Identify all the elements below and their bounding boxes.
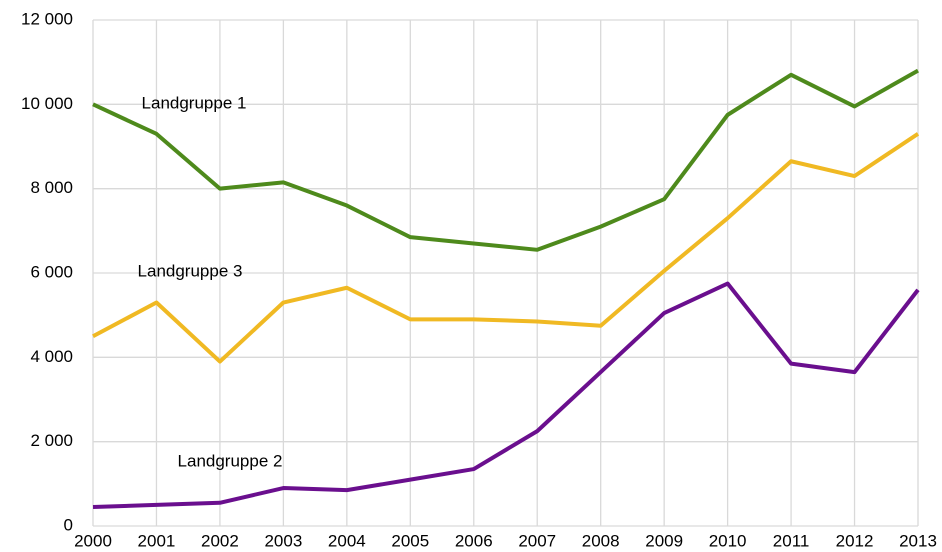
series-label: Landgruppe 3	[138, 261, 243, 280]
y-tick-label: 2 000	[30, 431, 73, 450]
y-tick-label: 6 000	[30, 262, 73, 281]
series-label: Landgruppe 1	[142, 93, 247, 112]
y-tick-label: 8 000	[30, 178, 73, 197]
x-tick-label: 2003	[264, 531, 302, 550]
x-tick-label: 2007	[518, 531, 556, 550]
series-line	[92, 281, 920, 510]
x-tick-label: 2011	[773, 531, 810, 550]
series-line	[92, 132, 920, 364]
x-tick-label: 2002	[201, 531, 239, 550]
x-tick-label: 2008	[582, 531, 620, 550]
x-tick-label: 2009	[645, 531, 683, 550]
y-tick-label: 0	[64, 515, 73, 534]
y-tick-label: 4 000	[30, 347, 73, 366]
series-label: Landgruppe 2	[178, 451, 283, 470]
x-tick-label: 2001	[138, 531, 176, 550]
y-tick-label: 12 000	[21, 9, 73, 28]
y-tick-label: 10 000	[21, 94, 73, 113]
x-tick-label: 2004	[328, 531, 366, 550]
x-tick-label: 2006	[455, 531, 493, 550]
x-tick-label: 2005	[391, 531, 429, 550]
x-tick-label: 2013	[899, 531, 937, 550]
x-tick-label: 2010	[709, 531, 747, 550]
x-tick-label: 2012	[836, 531, 874, 550]
x-tick-label: 2000	[74, 531, 112, 550]
series-line	[92, 68, 919, 252]
